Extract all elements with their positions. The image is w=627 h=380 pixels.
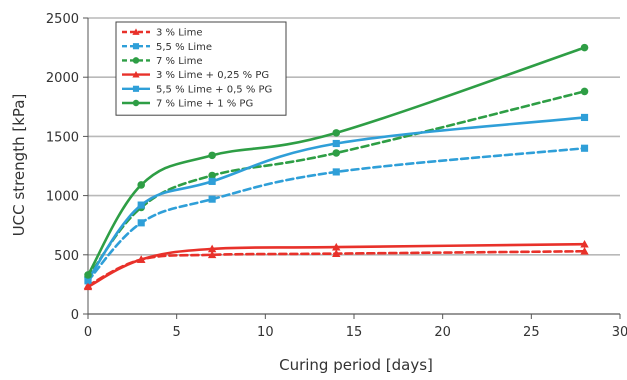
data-point	[332, 242, 341, 251]
data-point	[580, 43, 589, 52]
x-tick-label: 10	[257, 325, 274, 340]
x-tick-label: 30	[612, 325, 627, 340]
x-tick-label: 5	[173, 325, 181, 340]
legend-label: 5,5 % Lime + 0,5 % PG	[156, 84, 272, 95]
series-4	[83, 239, 589, 291]
x-axis-title: Curing period [days]	[279, 356, 433, 374]
series-2	[84, 144, 589, 285]
data-point	[208, 151, 216, 160]
legend-label: 5,5 % Lime	[156, 42, 212, 53]
series-line	[86, 46, 586, 277]
x-tick-label: 25	[523, 325, 540, 340]
data-point	[83, 282, 93, 291]
y-tick-label: 500	[54, 249, 79, 264]
data-point	[580, 239, 589, 248]
data-point	[580, 113, 589, 122]
legend-item: 7 % Lime + 1 % PG	[122, 99, 253, 110]
data-point	[332, 139, 340, 148]
data-point	[208, 171, 216, 180]
series-line	[86, 146, 586, 283]
data-point	[207, 244, 217, 253]
x-tick-label: 20	[434, 325, 451, 340]
legend-label: 3 % Lime	[156, 28, 202, 39]
legend-marker	[132, 57, 140, 64]
data-point	[208, 195, 216, 203]
legend-item: 3 % Lime + 0,25 % PG	[122, 70, 269, 81]
data-point	[84, 276, 92, 284]
data-point	[207, 250, 217, 259]
data-point	[137, 201, 145, 209]
series-5	[84, 113, 589, 284]
x-tick-label: 0	[84, 325, 92, 340]
data-point	[332, 249, 341, 257]
legend-marker	[132, 71, 140, 78]
data-point	[137, 255, 146, 263]
series-lines	[83, 43, 589, 291]
series-line	[86, 116, 586, 281]
legend-box	[115, 21, 287, 116]
data-point	[580, 87, 589, 96]
data-point	[208, 177, 216, 185]
y-axis-title: UCC strength [kPa]	[10, 94, 28, 237]
legend-item: 5,5 % Lime + 0,5 % PG	[122, 84, 272, 95]
legend-label: 7 % Lime	[156, 56, 202, 67]
series-1	[83, 247, 589, 289]
legend-item: 3 % Lime	[122, 28, 202, 39]
legend-item: 7 % Lime	[122, 56, 202, 67]
data-point	[332, 129, 341, 137]
legend-marker	[132, 85, 140, 92]
y-tick-label: 1000	[46, 190, 79, 205]
legend: 3 % Lime 5,5 % Lime 7 % Lime 3 % Lime + 0,2…	[115, 21, 287, 116]
data-point	[137, 181, 145, 189]
data-point	[580, 247, 589, 255]
legend-label: 7 % Lime + 1 % PG	[156, 99, 253, 110]
y-tick-label: 0	[71, 308, 79, 323]
data-point	[580, 144, 589, 152]
x-tick-label: 15	[346, 325, 363, 340]
axes: 0 500 1000 1500 2000 2500 0 5 10 15 20 25 30	[46, 12, 627, 340]
y-tick-label: 1500	[46, 130, 79, 145]
series-line	[86, 90, 586, 279]
data-point	[332, 168, 340, 176]
data-point	[84, 271, 92, 279]
data-point	[332, 149, 341, 157]
legend-marker	[132, 28, 140, 35]
legend-item: 5,5 % Lime	[122, 42, 212, 53]
data-point	[137, 219, 145, 227]
y-tick-label: 2500	[46, 12, 79, 27]
legend-marker	[132, 43, 140, 50]
legend-label: 3 % Lime + 0,25 % PG	[156, 70, 269, 81]
y-tick-label: 2000	[46, 71, 79, 86]
legend-marker	[132, 99, 140, 107]
series-6	[84, 43, 589, 279]
